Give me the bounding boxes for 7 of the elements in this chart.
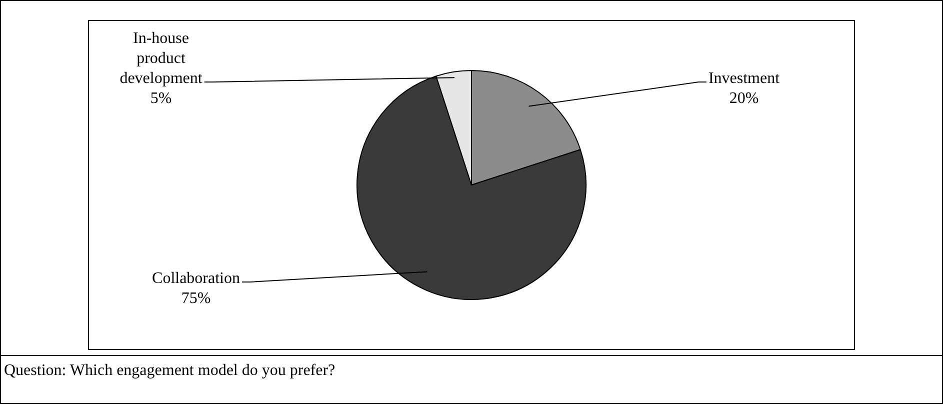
text: Question: Which engagement model do you prefer? (4, 362, 336, 380)
slice-label: Investment (708, 70, 780, 88)
data-label: 5% (150, 90, 172, 108)
data-label: 20% (729, 90, 759, 108)
slice-label: In-house product development (120, 30, 203, 88)
data-label: 75% (181, 290, 211, 308)
slice-label: Collaboration (152, 270, 240, 288)
